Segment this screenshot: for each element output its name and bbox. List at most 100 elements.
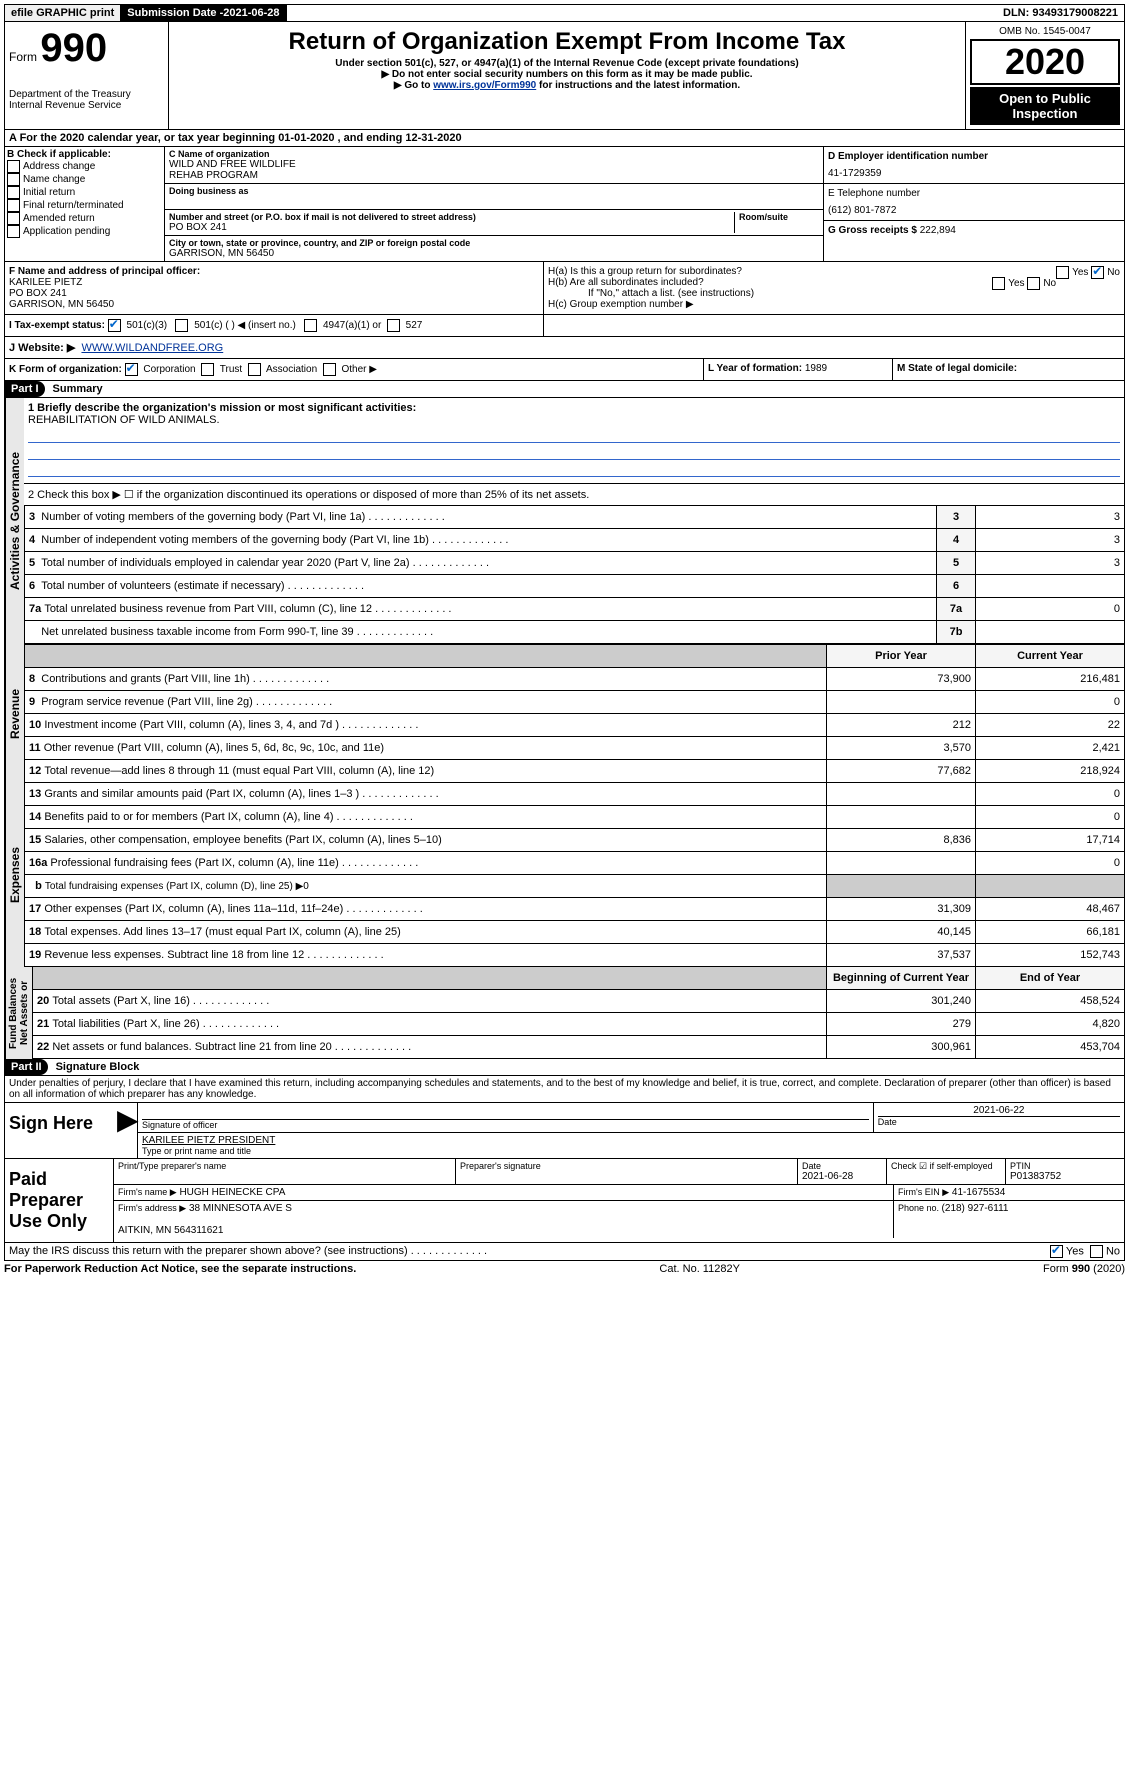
sig-date-label: Date bbox=[878, 1116, 1120, 1127]
street-label: Number and street (or P.O. box if mail i… bbox=[169, 212, 734, 222]
i-opt2: 501(c) ( ) ◀ (insert no.) bbox=[194, 320, 296, 331]
table-row: 4 Number of independent voting members o… bbox=[25, 529, 1125, 552]
gross-receipts: 222,894 bbox=[920, 225, 956, 236]
line-a-period: A For the 2020 calendar year, or tax yea… bbox=[4, 130, 1125, 147]
row-klm: K Form of organization: Corporation Trus… bbox=[4, 359, 1125, 381]
address-change-checkbox[interactable] bbox=[7, 160, 20, 173]
d-label: D Employer identification number bbox=[828, 151, 1120, 162]
opt-name-change: Name change bbox=[23, 174, 85, 185]
prep-date-label: Date bbox=[802, 1161, 882, 1171]
f-label: F Name and address of principal officer: bbox=[9, 266, 539, 277]
firm-name: HUGH HEINECKE CPA bbox=[179, 1187, 285, 1198]
website-link[interactable]: WWW.WILDANDFREE.ORG bbox=[81, 342, 223, 354]
part2-num: Part II bbox=[5, 1059, 48, 1075]
hc-label: H(c) Group exemption number ▶ bbox=[548, 299, 1120, 310]
mission-line bbox=[28, 462, 1120, 477]
table-row: Net unrelated business taxable income fr… bbox=[25, 621, 1125, 644]
open-to-public: Open to Public Inspection bbox=[970, 87, 1120, 125]
ein-value: 41-1729359 bbox=[828, 168, 1120, 179]
table-row: Beginning of Current YearEnd of Year bbox=[33, 967, 1125, 990]
table-row: 13 Grants and similar amounts paid (Part… bbox=[25, 783, 1125, 806]
k-assoc-checkbox[interactable] bbox=[248, 363, 261, 376]
sig-date-value: 2021-06-22 bbox=[878, 1105, 1120, 1116]
ha-label: H(a) Is this a group return for subordin… bbox=[548, 266, 742, 277]
footer-left: For Paperwork Reduction Act Notice, see … bbox=[4, 1263, 356, 1275]
hb-yes-checkbox[interactable] bbox=[992, 277, 1005, 290]
summary-table-gov: 3 Number of voting members of the govern… bbox=[24, 506, 1125, 644]
initial-return-checkbox[interactable] bbox=[7, 186, 20, 199]
discuss-no-checkbox[interactable] bbox=[1090, 1245, 1103, 1258]
527-checkbox[interactable] bbox=[387, 319, 400, 332]
footer-mid: Cat. No. 11282Y bbox=[659, 1263, 740, 1275]
k-corp-checkbox[interactable] bbox=[125, 363, 138, 376]
subtitle-3-pre: ▶ Go to bbox=[394, 80, 433, 91]
k-trust-checkbox[interactable] bbox=[201, 363, 214, 376]
city-label: City or town, state or province, country… bbox=[169, 238, 819, 248]
subtitle-3-post: for instructions and the latest informat… bbox=[539, 80, 740, 91]
application-pending-checkbox[interactable] bbox=[7, 225, 20, 238]
k-corp: Corporation bbox=[143, 364, 195, 375]
tax-year: 2020 bbox=[970, 39, 1120, 85]
side-exp: Expenses bbox=[5, 783, 24, 967]
title-block: Return of Organization Exempt From Incom… bbox=[169, 22, 966, 129]
table-row: 19 Revenue less expenses. Subtract line … bbox=[25, 944, 1125, 967]
instructions-link[interactable]: www.irs.gov/Form990 bbox=[433, 80, 536, 91]
k-label: K Form of organization: bbox=[9, 364, 122, 375]
l-label: L Year of formation: bbox=[708, 363, 805, 374]
form-header: Form 990 Department of the Treasury Inte… bbox=[4, 22, 1125, 130]
officer-addr1: PO BOX 241 bbox=[9, 288, 539, 299]
table-row: 21 Total liabilities (Part X, line 26)27… bbox=[33, 1013, 1125, 1036]
side-gov: Activities & Governance bbox=[5, 398, 24, 644]
department-label: Department of the Treasury Internal Reve… bbox=[9, 89, 164, 111]
e-label: E Telephone number bbox=[828, 188, 1120, 199]
discuss-yes-checkbox[interactable] bbox=[1050, 1245, 1063, 1258]
k-other: Other ▶ bbox=[341, 364, 376, 375]
subtitle-1: Under section 501(c), 527, or 4947(a)(1)… bbox=[173, 58, 961, 69]
part1-net: Net Assets or Fund Balances Beginning of… bbox=[4, 967, 1125, 1059]
mission-line bbox=[28, 428, 1120, 443]
name-change-checkbox[interactable] bbox=[7, 173, 20, 186]
col-c: C Name of organization WILD AND FREE WIL… bbox=[165, 147, 824, 261]
opt-application-pending: Application pending bbox=[23, 226, 110, 237]
table-row: 10 Investment income (Part VIII, column … bbox=[25, 714, 1125, 737]
info-grid: B Check if applicable: Address change Na… bbox=[4, 147, 1125, 262]
col-begin: Beginning of Current Year bbox=[827, 967, 976, 990]
4947-checkbox[interactable] bbox=[304, 319, 317, 332]
table-row: 12 Total revenue—add lines 8 through 11 … bbox=[25, 760, 1125, 783]
ha-no-checkbox[interactable] bbox=[1091, 266, 1104, 279]
part2-header: Part II Signature Block bbox=[4, 1059, 1125, 1076]
table-row: Prior YearCurrent Year bbox=[25, 645, 1125, 668]
table-row: 7a Total unrelated business revenue from… bbox=[25, 598, 1125, 621]
firm-addr-label: Firm's address ▶ bbox=[118, 1203, 186, 1213]
amended-return-checkbox[interactable] bbox=[7, 212, 20, 225]
omb-number: OMB No. 1545-0047 bbox=[970, 26, 1120, 37]
officer-name: KARILEE PIETZ bbox=[9, 277, 539, 288]
discuss-label: May the IRS discuss this return with the… bbox=[9, 1245, 1050, 1258]
table-row: 9 Program service revenue (Part VIII, li… bbox=[25, 691, 1125, 714]
table-row: 15 Salaries, other compensation, employe… bbox=[25, 829, 1125, 852]
k-other-checkbox[interactable] bbox=[323, 363, 336, 376]
officer-name-title: KARILEE PIETZ PRESIDENT bbox=[142, 1135, 1120, 1146]
ha-yes-checkbox[interactable] bbox=[1056, 266, 1069, 279]
col-prior: Prior Year bbox=[827, 645, 976, 668]
efile-print-button[interactable]: efile GRAPHIC print bbox=[5, 5, 121, 21]
col-right: D Employer identification number 41-1729… bbox=[824, 147, 1124, 261]
sign-here-block: Sign Here ▶ Signature of officer 2021-06… bbox=[4, 1103, 1125, 1159]
side-rev: Revenue bbox=[5, 644, 24, 783]
l2: 2 Check this box ▶ ☐ if the organization… bbox=[24, 484, 1125, 506]
table-row: 16a Professional fundraising fees (Part … bbox=[25, 852, 1125, 875]
final-return-checkbox[interactable] bbox=[7, 199, 20, 212]
l1-label: 1 Briefly describe the organization's mi… bbox=[28, 402, 1120, 414]
summary-table-exp: 13 Grants and similar amounts paid (Part… bbox=[24, 783, 1125, 967]
col-b: B Check if applicable: Address change Na… bbox=[5, 147, 165, 261]
name-title-label: Type or print name and title bbox=[142, 1146, 1120, 1156]
501c3-checkbox[interactable] bbox=[108, 319, 121, 332]
hb-no-checkbox[interactable] bbox=[1027, 277, 1040, 290]
submission-date-value: 2021-06-28 bbox=[223, 7, 279, 19]
501c-checkbox[interactable] bbox=[175, 319, 188, 332]
ptin-value: P01383752 bbox=[1010, 1171, 1120, 1182]
opt-address-change: Address change bbox=[23, 161, 95, 172]
i-label: I Tax-exempt status: bbox=[9, 320, 105, 331]
k-trust: Trust bbox=[220, 364, 242, 375]
year-formation: 1989 bbox=[805, 363, 827, 374]
